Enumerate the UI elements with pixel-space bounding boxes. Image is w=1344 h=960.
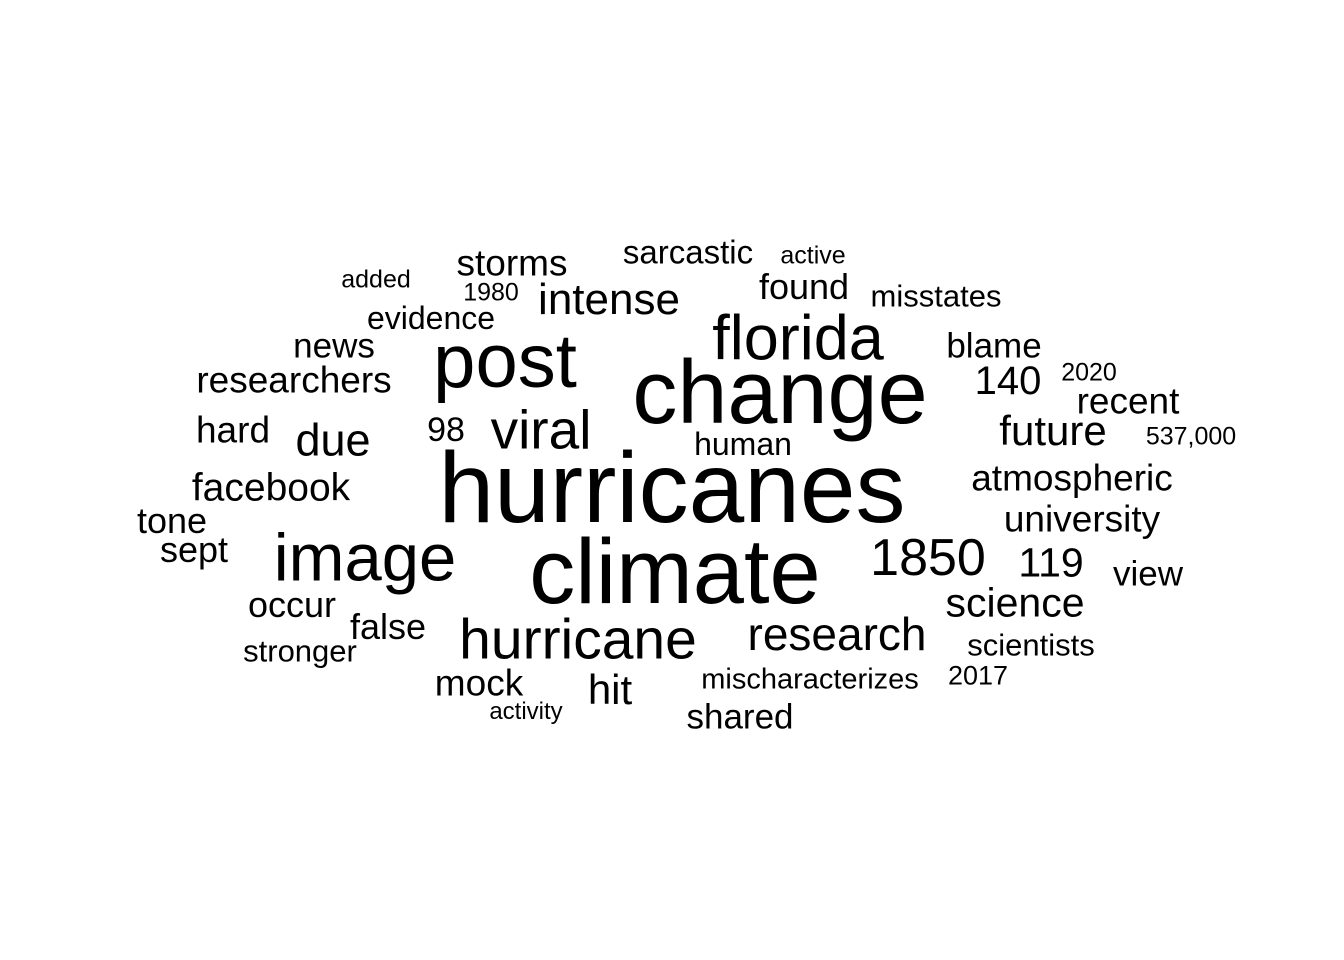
word-viral: viral bbox=[490, 398, 592, 461]
word-climate: climate bbox=[529, 521, 821, 623]
word-atmospheric: atmospheric bbox=[971, 457, 1173, 499]
word-mischaracterizes: mischaracterizes bbox=[701, 663, 919, 696]
word-stronger: stronger bbox=[243, 633, 357, 669]
word-science: science bbox=[945, 579, 1085, 626]
word-storms: storms bbox=[456, 242, 568, 284]
word-hurricane: hurricane bbox=[459, 607, 697, 672]
word-mock: mock bbox=[434, 662, 524, 704]
word-future: future bbox=[999, 407, 1107, 454]
word-due: due bbox=[295, 414, 371, 466]
word-evidence: evidence bbox=[366, 300, 496, 336]
word-140: 140 bbox=[974, 359, 1042, 403]
word-human: human bbox=[694, 426, 792, 462]
word-1850: 1850 bbox=[870, 529, 986, 587]
word-sept: sept bbox=[159, 529, 229, 570]
word-blame: blame bbox=[946, 326, 1042, 366]
word-occur: occur bbox=[247, 584, 337, 625]
word-false: false bbox=[349, 606, 427, 647]
word-119: 119 bbox=[1018, 539, 1084, 586]
word-recent: recent bbox=[1076, 380, 1180, 422]
word-added: added bbox=[341, 265, 411, 294]
word-facebook: facebook bbox=[191, 466, 351, 510]
word-hit: hit bbox=[587, 666, 633, 713]
word-shared: shared bbox=[686, 697, 794, 737]
word-sarcastic: sarcastic bbox=[622, 233, 754, 271]
word-2017: 2017 bbox=[947, 660, 1009, 691]
word-2020: 2020 bbox=[1061, 358, 1117, 387]
word-researchers: researchers bbox=[196, 359, 392, 401]
word-tone: tone bbox=[136, 500, 208, 541]
word-537000: 537,000 bbox=[1145, 422, 1237, 451]
word-research: research bbox=[747, 608, 927, 660]
word-florida: florida bbox=[712, 303, 884, 374]
word-news: news bbox=[293, 326, 375, 366]
word-change: change bbox=[632, 343, 928, 443]
word-active: active bbox=[780, 241, 846, 270]
word-activity: activity bbox=[489, 698, 563, 725]
word-found: found bbox=[758, 266, 850, 307]
word-scientists: scientists bbox=[967, 627, 1095, 663]
word-hurricanes: hurricanes bbox=[438, 432, 906, 544]
word-post: post bbox=[433, 319, 577, 404]
word-view: view bbox=[1112, 554, 1184, 594]
word-misstates: misstates bbox=[870, 278, 1002, 314]
word-image: image bbox=[273, 520, 457, 596]
word-98: 98 bbox=[427, 411, 465, 449]
word-hard: hard bbox=[195, 409, 271, 451]
word-university: university bbox=[1003, 498, 1161, 540]
word-1980: 1980 bbox=[463, 278, 519, 307]
word-intense: intense bbox=[538, 275, 680, 324]
